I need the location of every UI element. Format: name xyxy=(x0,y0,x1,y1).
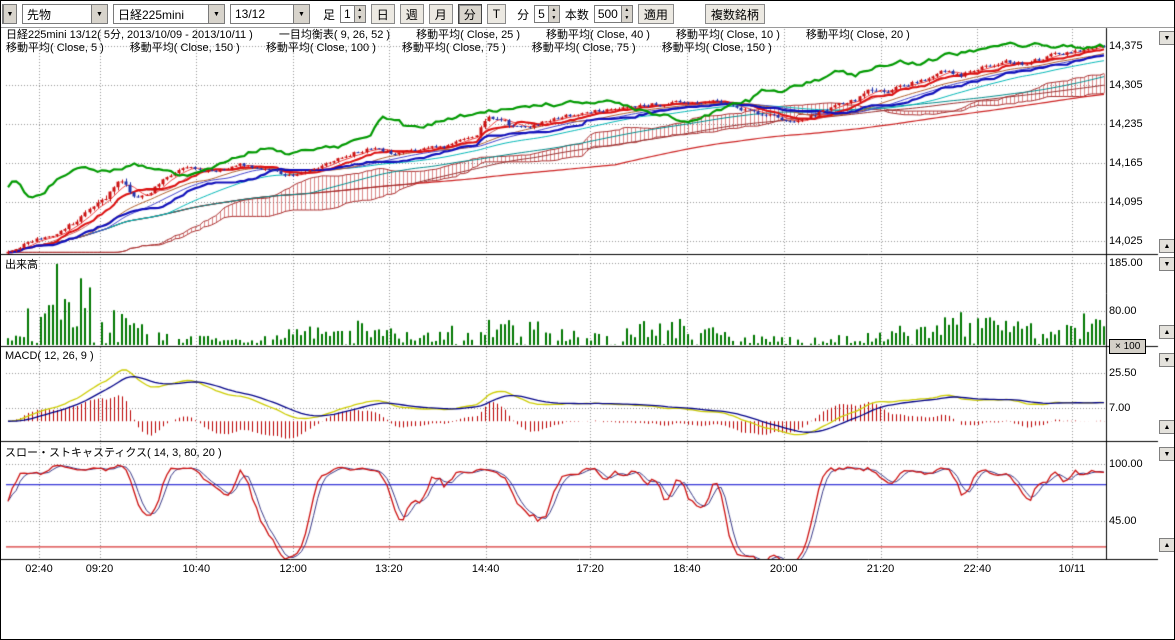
legend-item: 移動平均( Close, 10 ) xyxy=(676,29,780,42)
bar-value: 1 xyxy=(341,6,354,22)
volume-multiplier-badge: × 100 xyxy=(1109,339,1146,354)
legend-item: 日経225mini 13/12( 5分, 2013/10/09 - 2013/1… xyxy=(6,29,253,42)
panel-scale-up-button[interactable]: ▲ xyxy=(1159,538,1175,552)
period-month-button[interactable]: 月 xyxy=(429,4,453,24)
category-dropdown[interactable]: 先物 ▼ xyxy=(22,4,108,24)
legend-line-2: 移動平均( Close, 5 ) 移動平均( Close, 150 ) 移動平均( … xyxy=(6,42,772,55)
panel-title-macd: MACD( 12, 26, 9 ) xyxy=(5,350,94,362)
stoch-axis-label: 100.00 xyxy=(1109,458,1143,470)
period-day-button[interactable]: 日 xyxy=(371,4,395,24)
spin-up-icon[interactable]: ▲ xyxy=(622,6,632,14)
contract-dropdown[interactable]: 13/12 ▼ xyxy=(230,4,310,24)
panel-scale-down-button[interactable]: ▼ xyxy=(1159,257,1175,271)
time-axis-label: 10/11 xyxy=(1059,563,1086,575)
time-axis-label: 13:20 xyxy=(375,563,403,575)
legend-item: 移動平均( Close, 40 ) xyxy=(546,29,650,42)
spin-down-icon[interactable]: ▼ xyxy=(622,14,632,22)
apply-button[interactable]: 適用 xyxy=(638,4,674,24)
bar-value-stepper[interactable]: 1 ▲▼ xyxy=(340,5,366,23)
minute-value-stepper[interactable]: 5 ▲▼ xyxy=(534,5,560,23)
chart-area: 日経225mini 13/12( 5分, 2013/10/09 - 2013/1… xyxy=(1,1,1174,639)
tick-button[interactable]: T xyxy=(487,4,506,24)
symbol-dropdown[interactable]: 日経225mini ▼ xyxy=(113,4,225,24)
legend-item: 移動平均( Close, 150 ) xyxy=(662,42,772,55)
panel-scale-up-button[interactable]: ▲ xyxy=(1159,239,1175,253)
period-minute-button[interactable]: 分 xyxy=(458,4,482,24)
price-axis-label: 14,025 xyxy=(1109,235,1143,247)
legend-item: 移動平均( Close, 25 ) xyxy=(416,29,520,42)
time-axis-label: 10:40 xyxy=(183,563,211,575)
toolbar: ▼ 先物 ▼ 日経225mini ▼ 13/12 ▼ 足 1 ▲▼ 日 週 月 … xyxy=(1,1,1174,28)
macd-axis-label: 25.50 xyxy=(1109,367,1137,379)
minute-value: 5 xyxy=(535,6,548,22)
legend-item: 移動平均( Close, 75 ) xyxy=(532,42,636,55)
bar-type-label: 足 xyxy=(323,6,335,23)
legend-item: 移動平均( Close, 5 ) xyxy=(6,42,104,55)
dropdown-arrow-icon[interactable]: ▼ xyxy=(91,5,107,23)
panel-scale-up-button[interactable]: ▲ xyxy=(1159,325,1175,339)
spin-down-icon[interactable]: ▼ xyxy=(549,14,559,22)
symbol-value: 日経225mini xyxy=(114,5,208,23)
time-axis-label: 20:00 xyxy=(770,563,798,575)
time-axis-label: 12:00 xyxy=(279,563,307,575)
price-axis-label: 14,235 xyxy=(1109,118,1143,130)
time-axis-label: 18:40 xyxy=(673,563,701,575)
category-value: 先物 xyxy=(23,5,91,23)
legend-item: 移動平均( Close, 100 ) xyxy=(266,42,376,55)
chart-selector-dropdown[interactable]: ▼ xyxy=(2,4,17,24)
stoch-axis-label: 45.00 xyxy=(1109,515,1137,527)
time-axis-label: 02:40 xyxy=(25,563,53,575)
multi-symbol-button[interactable]: 複数銘柄 xyxy=(705,4,765,24)
legend-line-1: 日経225mini 13/12( 5分, 2013/10/09 - 2013/1… xyxy=(6,29,910,42)
dropdown-arrow-icon[interactable]: ▼ xyxy=(293,5,309,23)
minute-label: 分 xyxy=(517,6,529,23)
spin-up-icon[interactable]: ▲ xyxy=(355,6,365,14)
count-label: 本数 xyxy=(565,6,589,23)
dropdown-arrow-icon[interactable]: ▼ xyxy=(3,5,16,23)
panel-scale-down-button[interactable]: ▼ xyxy=(1159,447,1175,461)
legend-item: 移動平均( Close, 150 ) xyxy=(130,42,240,55)
price-axis-label: 14,305 xyxy=(1109,79,1143,91)
panel-scale-down-button[interactable]: ▼ xyxy=(1159,353,1175,367)
time-axis-label: 14:40 xyxy=(472,563,500,575)
time-axis-label: 22:40 xyxy=(964,563,992,575)
volume-axis-label: 185.00 xyxy=(1109,257,1143,269)
volume-axis-label: 80.00 xyxy=(1109,305,1137,317)
legend-item: 一目均衡表( 9, 26, 52 ) xyxy=(279,29,390,42)
period-week-button[interactable]: 週 xyxy=(400,4,424,24)
trading-app-window: ▼ 先物 ▼ 日経225mini ▼ 13/12 ▼ 足 1 ▲▼ 日 週 月 … xyxy=(0,0,1175,640)
contract-value: 13/12 xyxy=(231,5,293,23)
count-value-stepper[interactable]: 500 ▲▼ xyxy=(594,5,633,23)
time-axis-label: 21:20 xyxy=(867,563,895,575)
price-axis-label: 14,095 xyxy=(1109,196,1143,208)
legend-item: 移動平均( Close, 20 ) xyxy=(806,29,910,42)
price-axis-label: 14,165 xyxy=(1109,157,1143,169)
chart-canvas[interactable] xyxy=(1,1,1175,640)
spin-down-icon[interactable]: ▼ xyxy=(355,14,365,22)
legend-item: 移動平均( Close, 75 ) xyxy=(402,42,506,55)
spin-up-icon[interactable]: ▲ xyxy=(549,6,559,14)
panel-title-stoch: スロー・ストキャスティクス( 14, 3, 80, 20 ) xyxy=(5,444,222,460)
panel-title-volume: 出来高 xyxy=(5,256,38,272)
panel-scale-up-button[interactable]: ▲ xyxy=(1159,420,1175,434)
price-axis-label: 14,375 xyxy=(1109,40,1143,52)
time-axis-label: 17:20 xyxy=(576,563,604,575)
time-axis-label: 09:20 xyxy=(86,563,114,575)
macd-axis-label: 7.00 xyxy=(1109,402,1130,414)
count-value: 500 xyxy=(595,6,621,22)
dropdown-arrow-icon[interactable]: ▼ xyxy=(208,5,224,23)
panel-scale-down-button[interactable]: ▼ xyxy=(1159,31,1175,45)
